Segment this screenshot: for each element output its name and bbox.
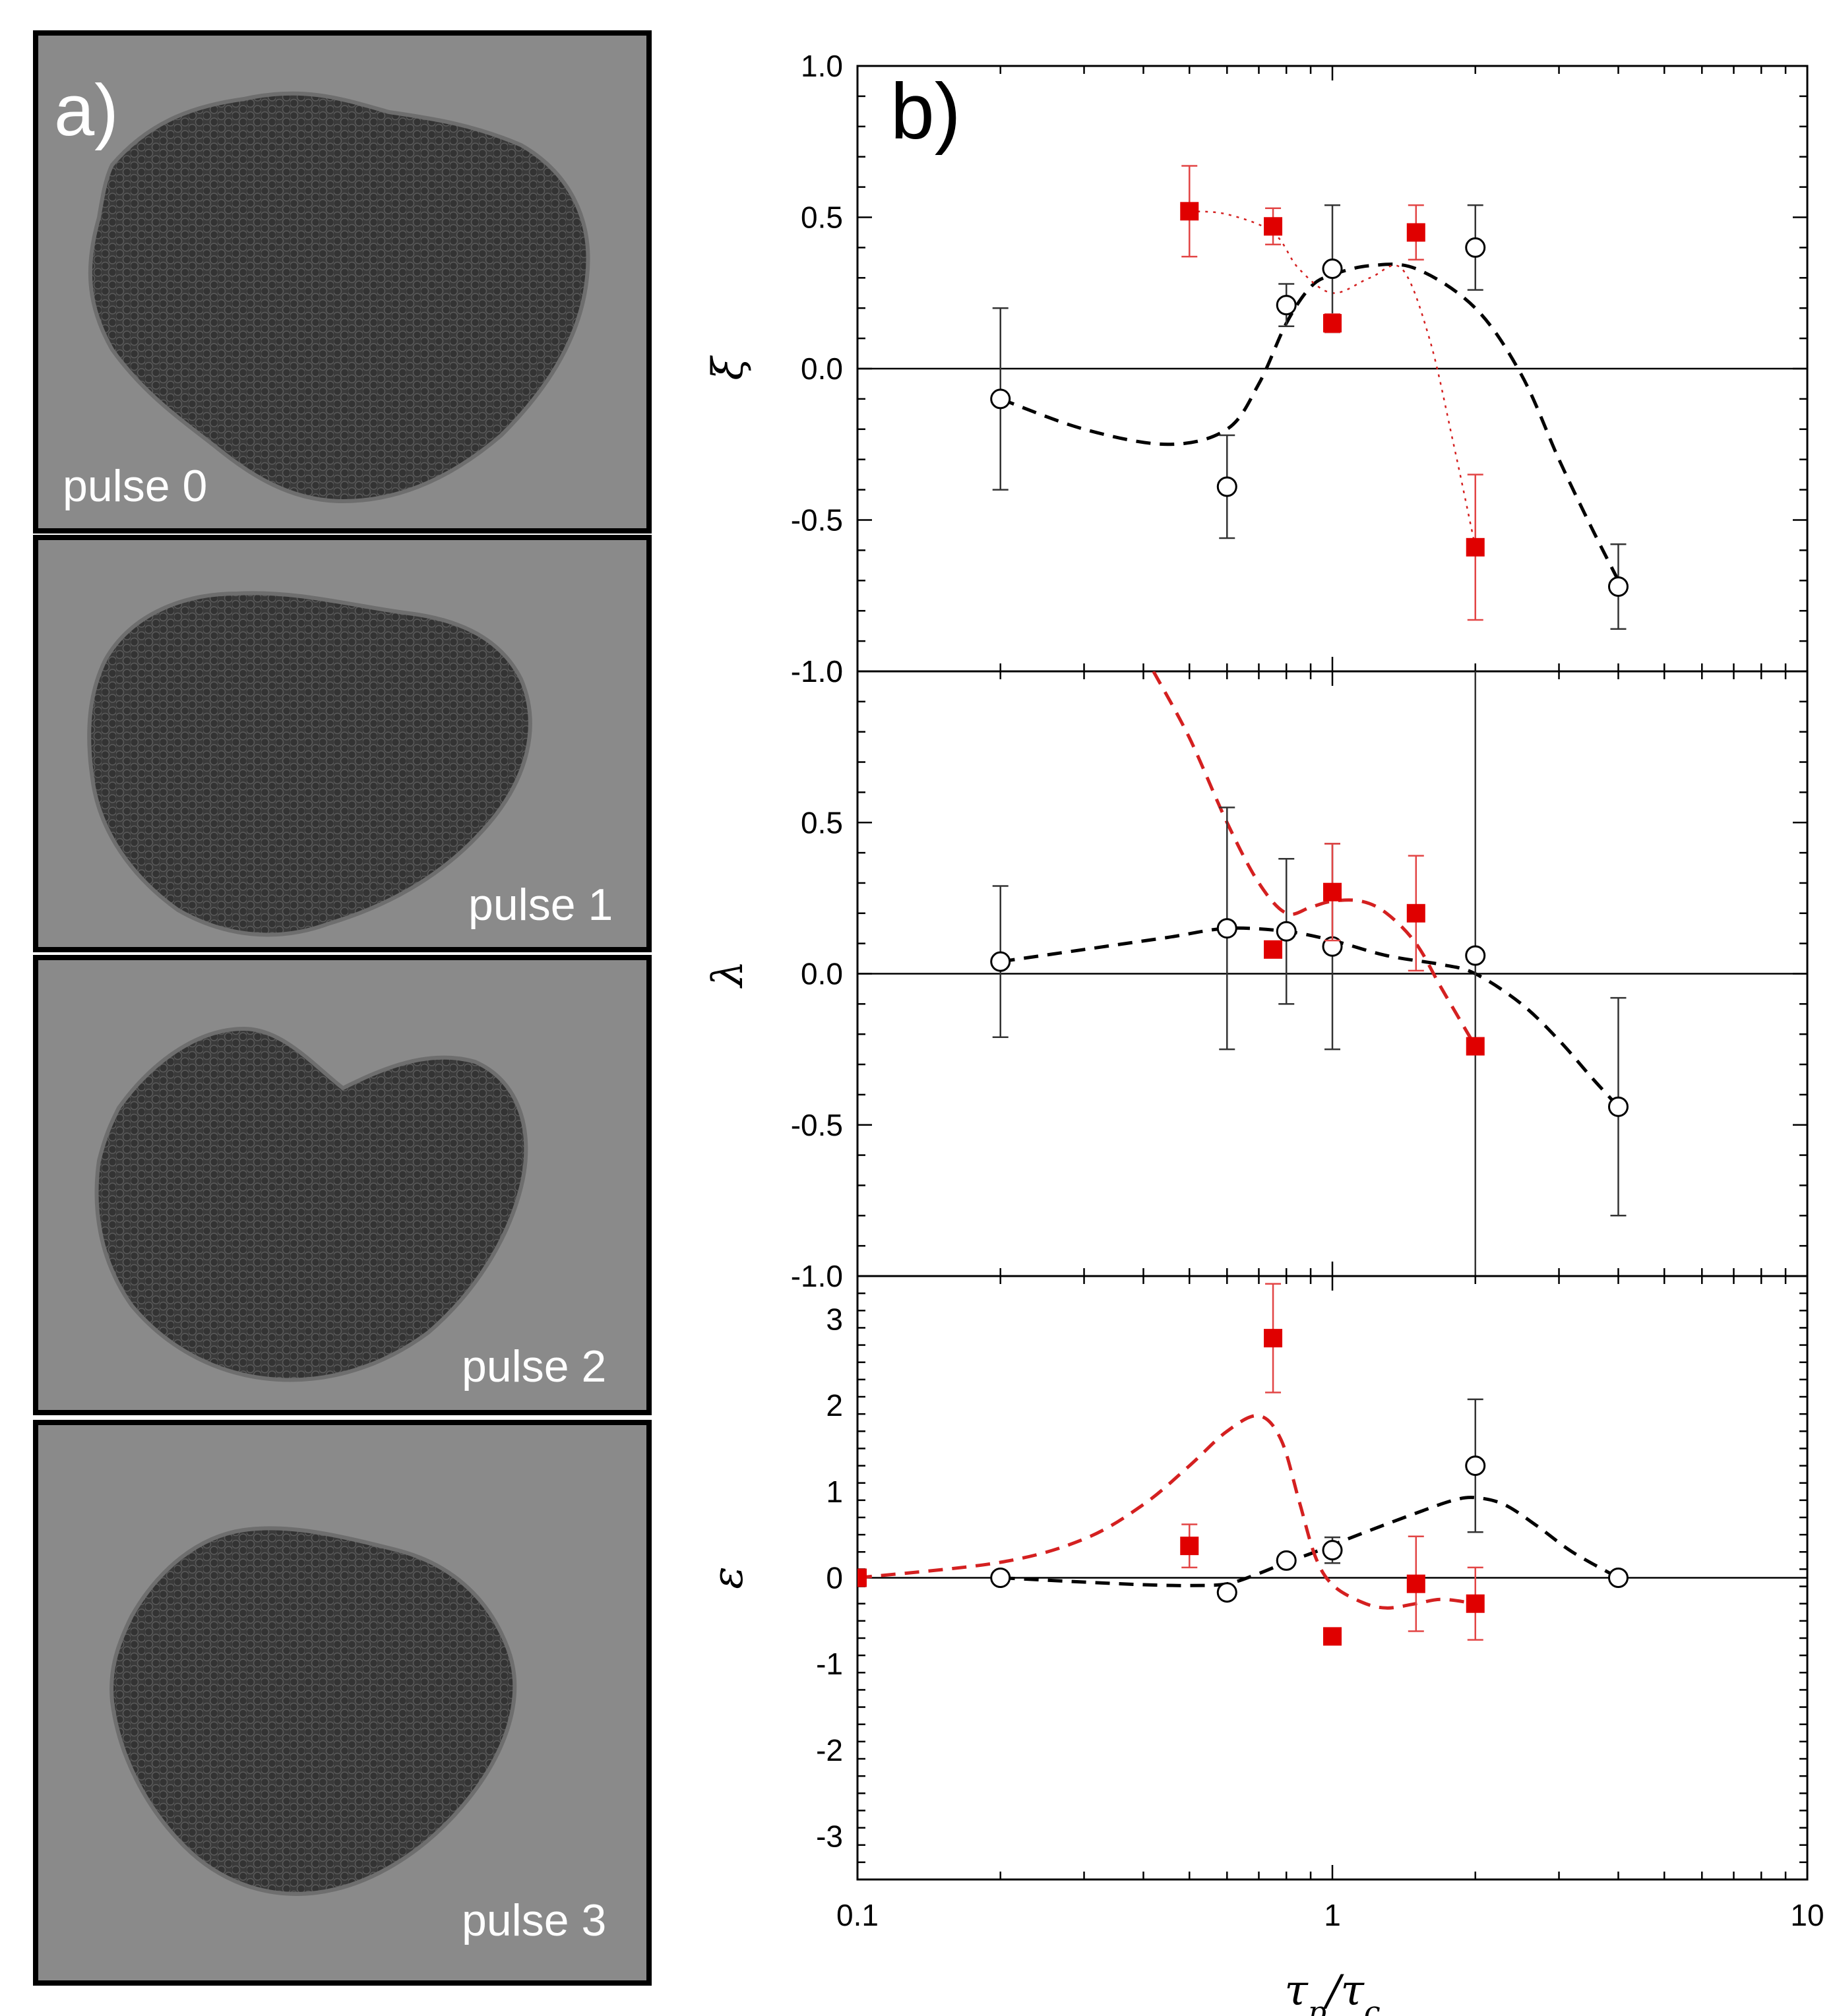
y-tick-label: 1.0 [801,49,843,83]
x-label-text: τ [1341,1967,1365,2015]
x-label-text: τ [1284,1967,1309,2015]
x-tick-label: 0.1 [836,1898,879,1932]
data-point-circle [1607,1568,1629,1588]
data-point-circle [1322,1540,1343,1561]
y-tick-label: -1 [816,1647,843,1681]
y-tick-label: 1 [826,1475,843,1509]
data-point-square [1323,1627,1342,1646]
data-point-circle [1322,259,1343,280]
subplot-1: 1.0 0.5 0.0 -0.5 -1.0 ξ [704,49,1809,688]
y-tick-label: 0.5 [801,805,843,840]
y-tick-label: 3 [826,1302,843,1336]
y-tick-label: -1.0 [791,1259,843,1293]
subplot-2: 1.0 0.5 0.0 -0.5 -1.0 λ [704,654,1809,1293]
micrograph-pulse-0: a) pulse 0 [33,30,652,534]
x-label-subscript: p [1308,1996,1326,2016]
data-point-circle [1465,945,1486,966]
panel-a-letter: a) [54,70,119,151]
fit-curve [1152,671,1477,1047]
y-axis-label: λ [704,960,753,989]
plot-data [857,1283,1629,1646]
fit-curve [1000,1495,1619,1587]
y-axis-label: ε [704,1566,753,1589]
data-point-circle [1276,921,1297,942]
data-point-circle [1276,295,1297,316]
fit-curve [1000,926,1620,1108]
x-tick-label: 10 [1790,1898,1824,1932]
y-tick-label: 1.0 [801,654,843,688]
data-point-circle [1607,1096,1629,1117]
data-point-square [1264,940,1283,959]
data-point-square [1466,537,1485,557]
data-point-square [1466,1594,1485,1613]
data-point-square [1180,202,1199,221]
pulse-label-3: pulse 3 [462,1895,606,1945]
y-tick-label: 2 [826,1388,843,1422]
data-point-square [1323,882,1342,901]
data-point-circle [1216,918,1237,939]
colloidal-cluster [88,91,590,504]
data-point-square [1323,314,1342,333]
data-point-square [1180,1537,1199,1556]
panel-a: a) pulse 0 pulse 1 pulse 2 pulse 3 [33,30,652,1986]
x-label-subscript: c [1364,1996,1381,2016]
fit-curve [857,1414,1476,1610]
colloidal-cluster [109,1526,517,1896]
y-tick-label: 0.0 [801,957,843,991]
y-tick-label: -1.0 [791,654,843,688]
data-point-circle [1607,576,1629,597]
y-tick-label: -3 [816,1819,843,1854]
panel-b-chart: 1.00.50.0-0.5-1.0ξ1.00.50.0-0.5-1.0λ3210… [704,49,1824,2016]
micrograph-pulse-2: pulse 2 [33,955,652,1415]
micrograph-pulse-3: pulse 3 [33,1420,652,1986]
x-label-text: / [1322,1967,1344,2015]
data-point-circle [1465,1455,1486,1477]
data-point-square [857,1568,867,1587]
y-tick-label: 0.5 [801,200,843,235]
fit-curve [999,262,1620,582]
data-point-circle [1216,476,1237,497]
colloidal-cluster [94,1026,528,1382]
pulse-label-2: pulse 2 [462,1341,606,1391]
data-point-circle [990,388,1011,410]
plot-data [990,671,1629,1276]
micrograph-pulse-1: pulse 1 [33,535,652,952]
y-tick-label: -2 [816,1733,843,1767]
fit-curve [1189,210,1476,548]
colloidal-cluster [87,591,532,937]
data-point-circle [990,951,1011,972]
data-point-circle [990,1568,1011,1588]
pulse-label-0: pulse 0 [63,461,207,511]
x-tick-label: 1 [1324,1898,1341,1932]
pulse-label-1: pulse 1 [468,880,613,930]
data-point-square [1264,1329,1283,1348]
x-axis-label: τp/τc [1284,1967,1380,2016]
y-tick-label: -0.5 [791,503,843,537]
data-point-square [1466,1037,1485,1056]
data-point-square [1406,223,1425,242]
data-point-square [1264,217,1283,236]
y-tick-label: 0 [826,1561,843,1595]
plot-data [990,165,1629,630]
y-tick-label: -0.5 [791,1108,843,1142]
data-point-circle [1276,1550,1297,1571]
data-point-square [1406,1574,1425,1593]
data-point-circle [1465,237,1486,258]
y-axis-label: ξ [704,355,753,381]
data-point-circle [1216,1582,1237,1603]
panel-b-letter: b) [890,67,961,156]
data-point-square [1406,903,1425,923]
y-tick-label: 0.0 [801,351,843,386]
